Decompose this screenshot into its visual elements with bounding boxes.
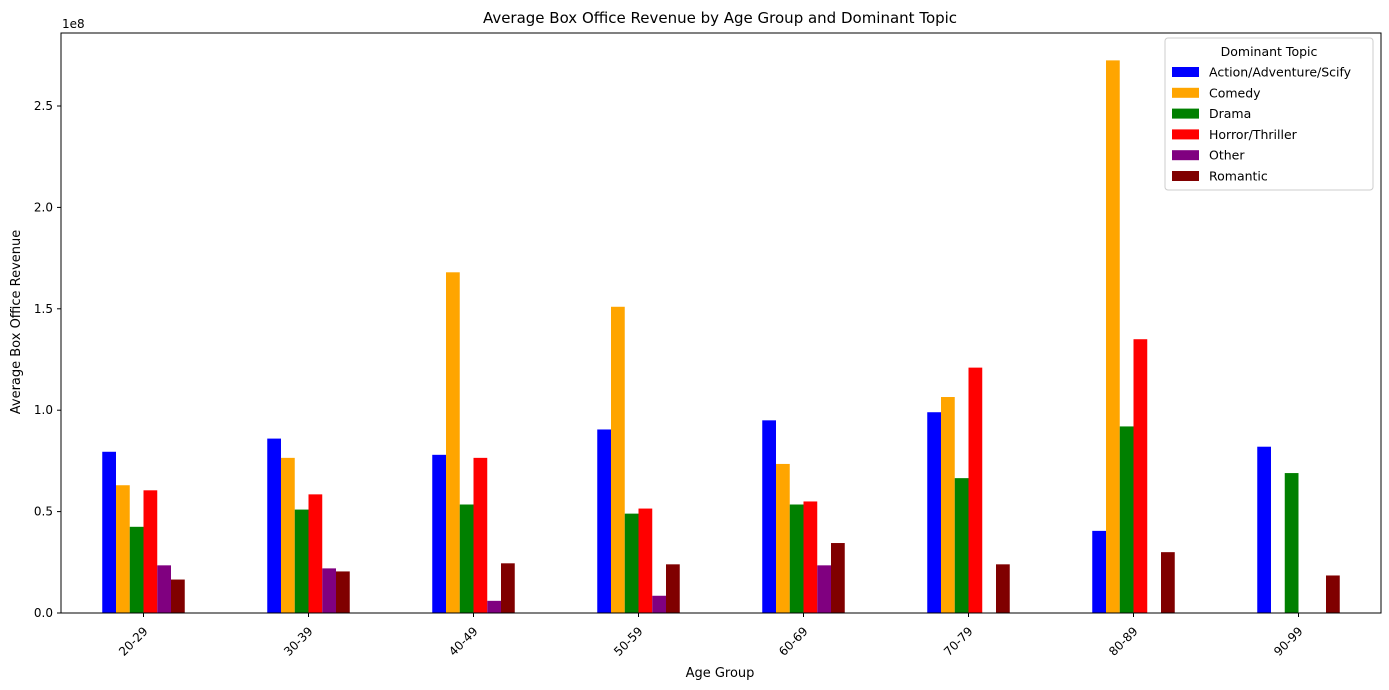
- legend-swatch: [1172, 87, 1199, 98]
- legend-label: Action/Adventure/Scify: [1209, 65, 1352, 80]
- bar-comedy-50-59: [611, 306, 625, 613]
- bar-action-adventure-scify-40-49: [432, 454, 446, 613]
- bar-horror-thriller-40-49: [473, 457, 488, 613]
- legend-label: Romantic: [1209, 169, 1268, 184]
- legend: Dominant Topic Action/Adventure/Scify Com…: [1164, 37, 1374, 191]
- bar-drama-40-49: [459, 504, 474, 613]
- bar-drama-50-59: [624, 513, 639, 613]
- y-tick-label: 2.0: [34, 200, 53, 214]
- bar-romantic-80-89: [1161, 552, 1175, 613]
- y-tick-label: 2.5: [34, 99, 53, 113]
- bar-horror-thriller-70-79: [968, 367, 983, 613]
- y-tick-label: 1.5: [34, 302, 53, 316]
- bar-horror-thriller-80-89: [1133, 339, 1148, 613]
- chart-title: Average Box Office Revenue by Age Group …: [483, 9, 957, 27]
- bar-action-adventure-scify-60-69: [762, 420, 776, 613]
- legend-box: [1164, 37, 1374, 191]
- bar-comedy-40-49: [446, 272, 460, 613]
- bar-action-adventure-scify-30-39: [267, 438, 281, 613]
- bar-other-40-49: [487, 600, 501, 613]
- legend-label: Horror/Thriller: [1209, 127, 1298, 142]
- legend-label: Drama: [1209, 106, 1251, 121]
- bar-comedy-70-79: [941, 397, 955, 613]
- bar-action-adventure-scify-50-59: [597, 429, 611, 613]
- bar-horror-thriller-60-69: [803, 501, 818, 613]
- bar-comedy-20-29: [116, 485, 130, 613]
- legend-swatch: [1172, 171, 1199, 181]
- bar-drama-90-99: [1284, 473, 1299, 613]
- legend-label: Other: [1209, 148, 1245, 163]
- bar-other-50-59: [652, 595, 666, 613]
- bar-horror-thriller-20-29: [143, 490, 158, 613]
- y-tick-label: 0.0: [34, 606, 53, 620]
- legend-swatch: [1172, 67, 1199, 77]
- legend-title: Dominant Topic: [1221, 44, 1318, 59]
- bar-drama-60-69: [789, 504, 804, 613]
- bar-romantic-20-29: [171, 579, 185, 613]
- bar-drama-30-39: [294, 509, 309, 613]
- bar-romantic-30-39: [336, 571, 350, 613]
- y-axis-ticks: 0.0 0.5 1.0 1.5 2.0 2.5: [34, 99, 61, 620]
- bar-romantic-70-79: [996, 564, 1010, 613]
- bar-action-adventure-scify-70-79: [927, 412, 941, 613]
- bar-other-60-69: [817, 565, 831, 613]
- bar-romantic-90-99: [1326, 575, 1340, 613]
- bar-drama-20-29: [129, 526, 144, 613]
- x-axis-label: Age Group: [686, 666, 755, 681]
- bar-horror-thriller-50-59: [638, 508, 653, 613]
- bar-action-adventure-scify-20-29: [102, 451, 116, 613]
- plot-frame: [60, 32, 1382, 614]
- bars-layer: [102, 60, 1340, 613]
- y-tick-label: 1.0: [34, 403, 53, 417]
- y-axis-label: Average Box Office Revenue: [9, 230, 24, 415]
- bar-drama-70-79: [954, 478, 969, 613]
- bar-action-adventure-scify-80-89: [1092, 530, 1106, 613]
- y-axis-scale-label: 1e8: [62, 17, 85, 31]
- legend-swatch: [1172, 108, 1199, 119]
- bar-romantic-40-49: [501, 563, 515, 613]
- legend-swatch: [1172, 129, 1199, 140]
- bar-comedy-60-69: [776, 463, 790, 613]
- bar-other-30-39: [322, 568, 336, 613]
- legend-swatch: [1172, 150, 1199, 161]
- legend-label: Comedy: [1209, 85, 1261, 100]
- bar-comedy-80-89: [1106, 60, 1120, 613]
- y-tick-label: 0.5: [34, 505, 53, 519]
- bar-action-adventure-scify-90-99: [1257, 446, 1271, 613]
- bar-drama-80-89: [1119, 426, 1134, 613]
- bar-romantic-60-69: [831, 543, 845, 613]
- bar-comedy-30-39: [281, 457, 295, 613]
- bar-horror-thriller-30-39: [308, 494, 323, 613]
- bar-romantic-50-59: [666, 564, 680, 613]
- bar-other-20-29: [157, 565, 171, 613]
